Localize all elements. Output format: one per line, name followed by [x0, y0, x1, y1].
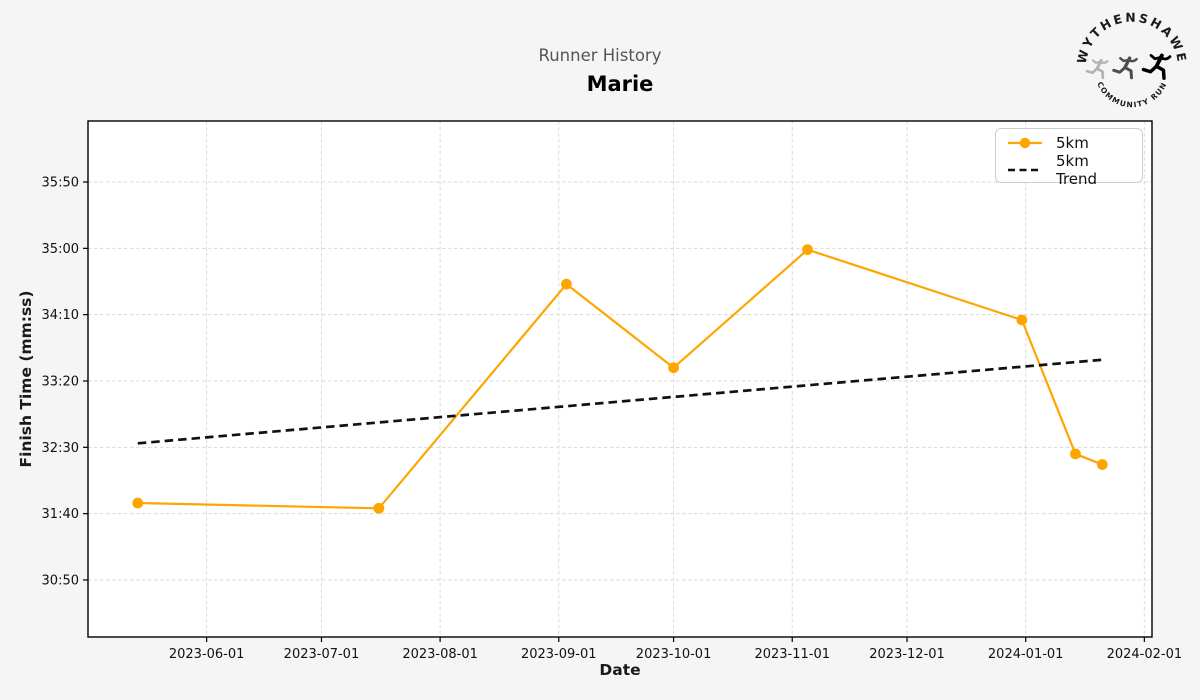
data-point-marker [132, 497, 144, 509]
y-tick-label: 31:40 [42, 507, 79, 522]
x-tick-label: 2023-08-01 [402, 647, 478, 662]
logo-arc-top: WYTHENSHAWE [1075, 11, 1190, 65]
x-tick-label: 2023-10-01 [636, 647, 712, 662]
x-axis-label: Date [599, 661, 641, 679]
runner-icon-dark [1141, 45, 1172, 81]
logo-arc-bottom: COMMUNITY RUN [1095, 80, 1169, 109]
series-line-5km [137, 248, 1103, 510]
data-point-marker [1070, 448, 1081, 460]
data-point-marker [373, 502, 385, 514]
logo-top-text: WYTHENSHAWE [1075, 11, 1187, 65]
chart-title: Marie [586, 72, 654, 96]
y-tick-label: 30:50 [42, 573, 79, 588]
y-tick-label: 35:50 [42, 176, 79, 191]
legend-item-5km-trend: 5km Trend [1006, 152, 1132, 188]
data-point-marker [668, 362, 679, 374]
data-point-marker [561, 278, 572, 290]
legend-label-5km: 5km [1056, 134, 1089, 152]
club-logo: WYTHENSHAWE COMMUNITY RUN [1072, 5, 1192, 123]
legend-swatch-dashed-line [1008, 168, 1042, 172]
y-tick-label: 33:20 [42, 374, 79, 389]
y-tick-label: 32:30 [42, 441, 79, 456]
x-tick-label: 2024-02-01 [1107, 647, 1183, 662]
x-tick-label: 2024-01-01 [988, 647, 1064, 662]
x-tick-label: 2023-09-01 [521, 647, 597, 662]
plot-area [88, 121, 1152, 637]
y-tick-label: 34:10 [42, 308, 79, 323]
runner-icon-medium [1112, 49, 1139, 80]
chart-subtitle: Runner History [538, 46, 662, 65]
plot-border [87, 120, 1153, 638]
logo-bottom-text: COMMUNITY RUN [1095, 80, 1167, 109]
data-point-marker [1016, 314, 1028, 326]
x-tick-label: 2023-12-01 [869, 647, 945, 662]
x-tick-label: 2023-11-01 [754, 647, 830, 662]
legend-label-5km-trend: 5km Trend [1056, 152, 1098, 188]
x-tick-label: 2023-06-01 [169, 647, 245, 662]
y-tick-label: 35:00 [42, 242, 79, 257]
runner-icon-light [1085, 52, 1110, 80]
legend-item-5km: 5km [1006, 134, 1132, 152]
legend: 5km 5km Trend [995, 128, 1143, 188]
legend-swatch-line-marker [1008, 137, 1042, 149]
data-point-marker [802, 244, 813, 256]
data-point-marker [1096, 459, 1108, 470]
y-axis-label: Finish Time (mm:ss) [17, 290, 35, 468]
x-tick-label: 2023-07-01 [284, 647, 360, 662]
